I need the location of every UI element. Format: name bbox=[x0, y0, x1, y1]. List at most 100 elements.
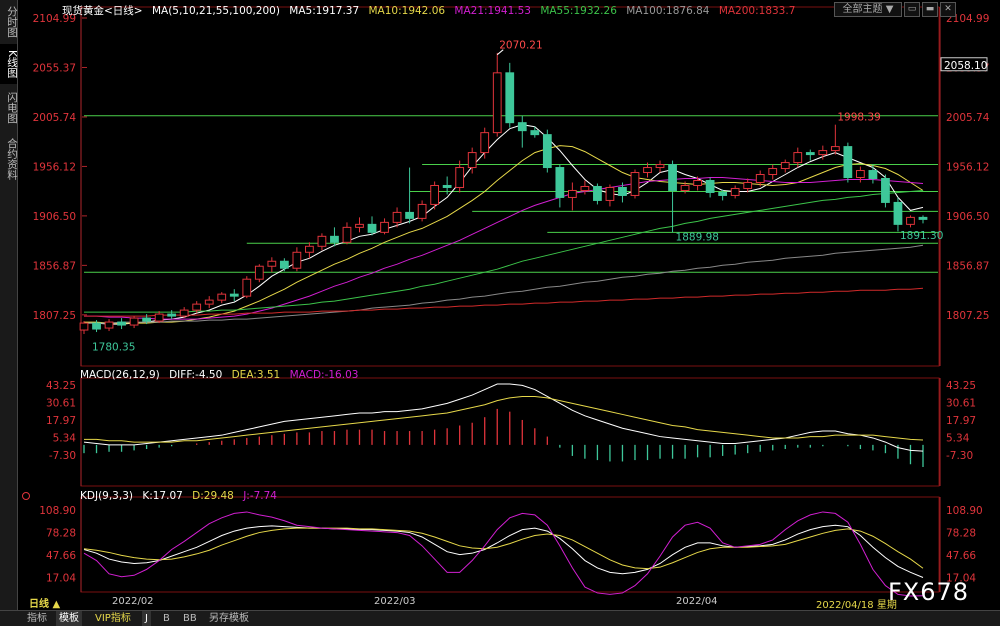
candle-body bbox=[417, 203, 427, 219]
candle-body bbox=[843, 146, 853, 179]
macd-tick-label-right: 5.34 bbox=[946, 432, 970, 444]
macd-params: MACD(26,12,9) bbox=[80, 369, 160, 381]
candle-body bbox=[204, 299, 214, 305]
kdj-params: KDJ(9,3,3) bbox=[80, 490, 133, 502]
tab-indicators[interactable]: 指标 bbox=[27, 613, 47, 624]
kdj-line-k bbox=[83, 524, 924, 578]
sidebar: 分时图 K线图 闪电图 合约资料 bbox=[0, 0, 18, 625]
y-tick-label-right: 1956.12 bbox=[946, 161, 989, 173]
y-tick-label-right: 1807.25 bbox=[946, 310, 989, 322]
candle-body bbox=[755, 174, 765, 183]
candle-body bbox=[292, 251, 302, 269]
macd-value: MACD:-16.03 bbox=[289, 369, 359, 381]
candle-body bbox=[117, 321, 126, 326]
candle-body bbox=[530, 130, 540, 136]
ma-line-ma200 bbox=[84, 287, 924, 317]
candle-body bbox=[217, 293, 227, 301]
candle-body bbox=[380, 221, 389, 233]
candle-body bbox=[242, 278, 252, 297]
candle-body bbox=[680, 184, 690, 191]
theme-dropdown[interactable]: 全部主题 ▼ bbox=[834, 2, 902, 17]
candle-body bbox=[705, 179, 715, 193]
y-tick-label-right: 2005.74 bbox=[946, 112, 990, 124]
candle-body bbox=[881, 178, 890, 203]
ma55-value: MA55:1932.26 bbox=[540, 5, 617, 17]
tab-b[interactable]: B bbox=[163, 613, 170, 624]
kdj-panel bbox=[80, 496, 940, 593]
candle-body bbox=[630, 172, 640, 196]
tab-j[interactable]: J bbox=[142, 611, 151, 626]
bottom-toolbar: 日线 ▲ 指标 模板 VIP指标 J B BB 另存模板 bbox=[0, 599, 1000, 626]
kdj-tick-label: 47.66 bbox=[46, 550, 76, 562]
candle-body bbox=[593, 185, 602, 201]
annotation-low: 1780.35 bbox=[92, 342, 135, 354]
tab-vip-indicators[interactable]: VIP指标 bbox=[95, 613, 131, 624]
candle-body bbox=[305, 245, 314, 253]
candle-body bbox=[906, 216, 915, 225]
candle-body bbox=[154, 313, 164, 322]
candle-body bbox=[129, 317, 139, 326]
candle-body bbox=[856, 170, 865, 179]
y-tick-label: 1956.12 bbox=[33, 161, 76, 173]
ma-line-ma100 bbox=[84, 244, 924, 324]
kdj-legend: KDJ(9,3,3) K:17.07 D:29.48 J:-7.74 bbox=[80, 490, 283, 502]
indicator-toggle-icon[interactable] bbox=[22, 492, 30, 500]
candle-body bbox=[818, 150, 828, 156]
kdj-tick-label-right: 47.66 bbox=[946, 550, 976, 562]
period-selector[interactable]: 日线 ▲ bbox=[29, 599, 61, 610]
kdj-k: K:17.07 bbox=[142, 490, 183, 502]
ma-line-ma21 bbox=[84, 177, 924, 320]
tab-time-sharing[interactable]: 分时图 bbox=[6, 6, 18, 38]
candle-body bbox=[718, 191, 728, 196]
y-tick-label-right: 2104.99 bbox=[946, 13, 989, 25]
chart-area[interactable]: 2104.992104.992055.372055.372005.742005.… bbox=[18, 0, 1000, 625]
candle-body bbox=[192, 303, 202, 311]
ma10-value: MA10:1942.06 bbox=[368, 5, 446, 17]
kdj-tick-label: 108.90 bbox=[39, 505, 76, 517]
y-tick-label: 1856.87 bbox=[33, 260, 76, 272]
candle-body bbox=[643, 167, 652, 174]
y-tick-label-right: 1906.50 bbox=[946, 211, 989, 223]
kdj-j: J:-7.74 bbox=[243, 490, 277, 502]
candle-body bbox=[442, 184, 452, 188]
tab-bb[interactable]: BB bbox=[183, 613, 197, 624]
y-tick-label: 2005.74 bbox=[33, 112, 77, 124]
annotation-mid-low: 1889.98 bbox=[676, 231, 719, 243]
candle-body bbox=[317, 235, 327, 247]
price-panel bbox=[80, 6, 940, 367]
candle-body bbox=[455, 167, 465, 188]
annotation-pointer bbox=[496, 49, 504, 56]
candle-body bbox=[618, 186, 627, 196]
kdj-tick-label-right: 17.04 bbox=[946, 572, 976, 584]
expand-icon[interactable]: ▭ bbox=[904, 2, 920, 17]
candle-body bbox=[505, 72, 515, 124]
tab-flash-chart[interactable]: 闪电图 bbox=[6, 92, 18, 124]
tab-contract-info[interactable]: 合约资料 bbox=[6, 138, 18, 180]
candle-body bbox=[142, 317, 151, 322]
candle-body bbox=[668, 164, 677, 191]
tab-save-template[interactable]: 另存模板 bbox=[209, 613, 249, 624]
candle-body bbox=[542, 134, 552, 169]
kdj-tick-label: 17.04 bbox=[46, 572, 76, 584]
candle-body bbox=[830, 146, 840, 152]
date-label: 2022/04 bbox=[676, 596, 718, 607]
restore-icon[interactable]: ▬ bbox=[922, 2, 938, 17]
candle-body bbox=[405, 211, 414, 219]
tab-kline[interactable]: K线图 bbox=[0, 44, 18, 84]
macd-tick-label-right: -7.30 bbox=[946, 450, 973, 462]
y-tick-label: 1807.25 bbox=[33, 310, 76, 322]
y-tick-label: 2055.37 bbox=[33, 62, 76, 74]
candle-body bbox=[580, 185, 590, 191]
macd-tick-label: 17.97 bbox=[46, 415, 76, 427]
candle-body bbox=[780, 162, 790, 170]
chart-canvas[interactable]: 2104.992104.992055.372055.372005.742005.… bbox=[18, 0, 1000, 610]
candle-body bbox=[693, 179, 702, 186]
close-icon[interactable]: ✕ bbox=[940, 2, 956, 17]
kdj-line-d bbox=[83, 527, 924, 570]
candle-body bbox=[229, 293, 239, 297]
date-label: 2022/03 bbox=[374, 596, 416, 607]
tab-templates[interactable]: 模板 bbox=[56, 611, 82, 626]
watermark-logo: FX678 bbox=[888, 578, 970, 606]
y-tick-label: 2104.99 bbox=[33, 13, 76, 25]
macd-tick-label: -7.30 bbox=[49, 450, 76, 462]
